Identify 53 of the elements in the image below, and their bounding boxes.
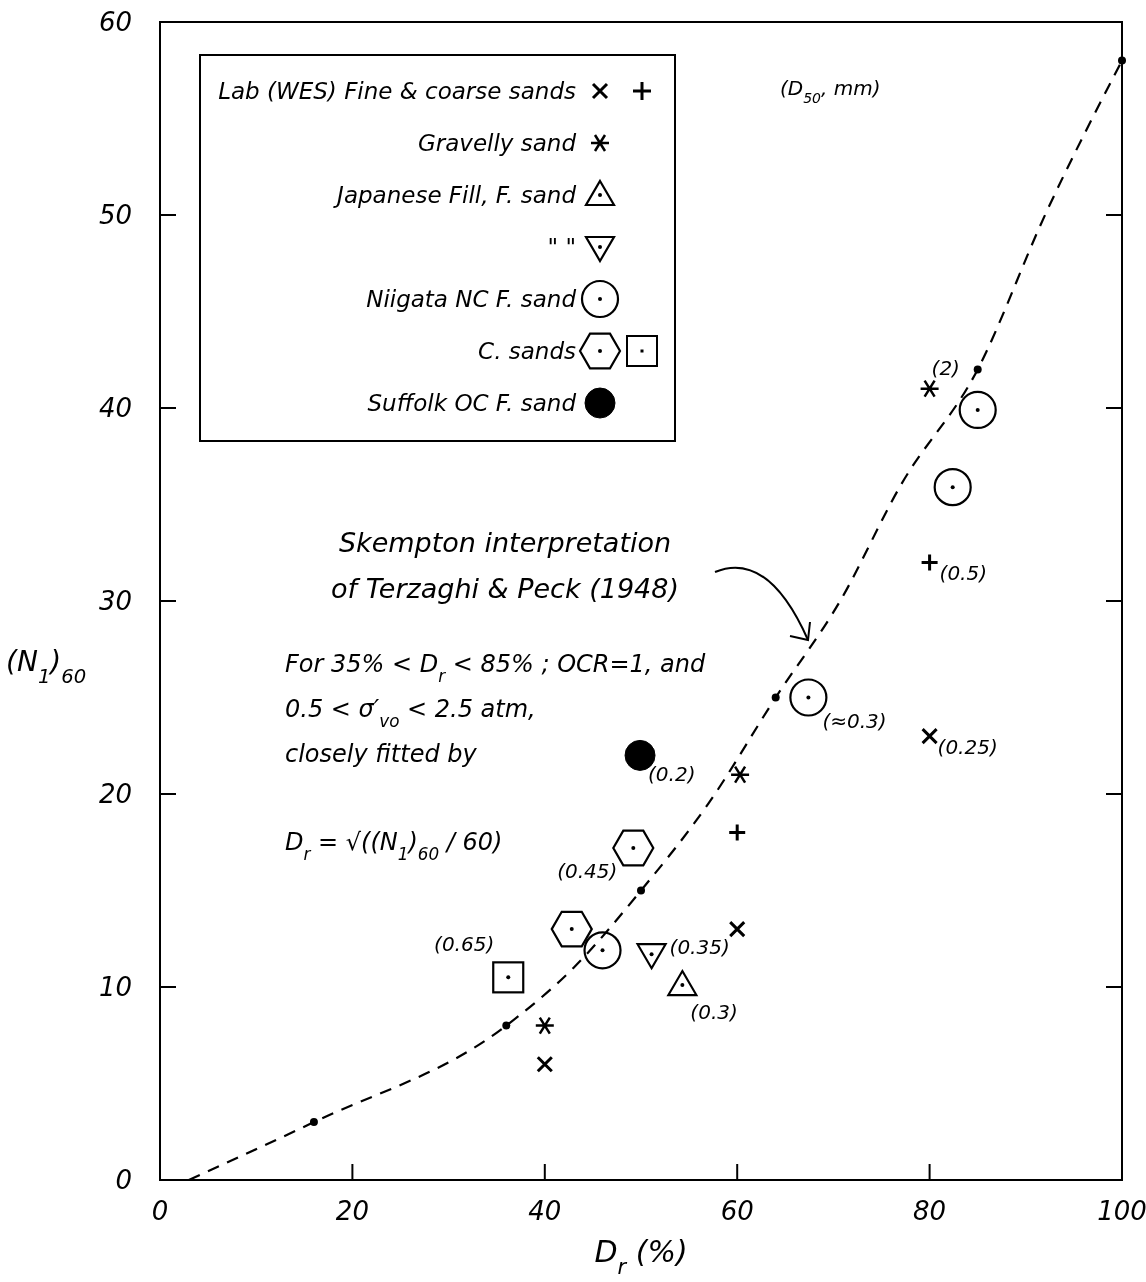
legend-label: Japanese Fill, F. sand [333,182,577,208]
y-tick-label: 40 [98,393,132,423]
point [309,1118,318,1127]
x-tick-label: 20 [335,1196,369,1226]
legend-label: Niigata NC F. sand [366,286,577,312]
point [637,886,645,895]
annotation: (0.45) [557,859,618,884]
annotation: (0.35) [669,935,730,960]
x-tick-label: 40 [528,1196,562,1226]
legend-label: C. sands [478,338,577,364]
annotation: (0.5) [939,561,988,586]
point [973,365,982,374]
y-tick-label: 20 [98,779,132,809]
y-axis-title: (N$_{1}$)$_{60}$ [6,645,87,688]
point [550,910,593,948]
annotation: (2) [931,355,960,380]
point [536,1055,554,1073]
x-tick-label: 80 [913,1196,947,1226]
point [534,1016,556,1035]
point [728,920,746,938]
annotation: D$_{r}$ = √((N$_{1}$)$_{60}$ / 60) [285,828,503,864]
point [727,823,747,843]
point [958,390,997,430]
y-tick-label: 50 [98,200,132,230]
annotation: (0.2) [648,762,696,787]
point [583,931,622,970]
point [729,765,751,784]
point [921,727,939,745]
x-tick-label: 100 [1097,1196,1146,1226]
point [502,1021,511,1030]
annotation: (D$_{50}$, mm) [780,76,881,106]
point [492,961,525,994]
x-tick-label: 60 [720,1196,754,1226]
legend-label: " " [547,234,576,260]
y-tick-label: 60 [98,7,132,37]
point [771,693,780,702]
annotation: (0.25) [937,735,998,760]
x-axis-title: D$_{r}$ (%) [594,1234,688,1279]
y-tick-label: 0 [115,1165,132,1195]
legend-label: Suffolk OC F. sand [367,390,577,416]
point [920,552,940,572]
y-tick-label: 10 [98,972,132,1002]
annotation: (0.3) [690,1000,738,1025]
legend-label: Gravelly sand [417,130,577,156]
y-tick-label: 30 [98,586,132,616]
point [933,468,972,507]
annotation: (≈0.3) [822,708,887,733]
annotation: Skempton interpretation of Terzaghi & Peck (1948) [331,527,679,604]
annotation: (0.65) [434,932,495,957]
legend-label: Lab (WES) Fine & coarse sands [218,78,577,104]
point [919,379,940,398]
x-tick-label: 0 [151,1196,169,1226]
point [1118,56,1126,65]
